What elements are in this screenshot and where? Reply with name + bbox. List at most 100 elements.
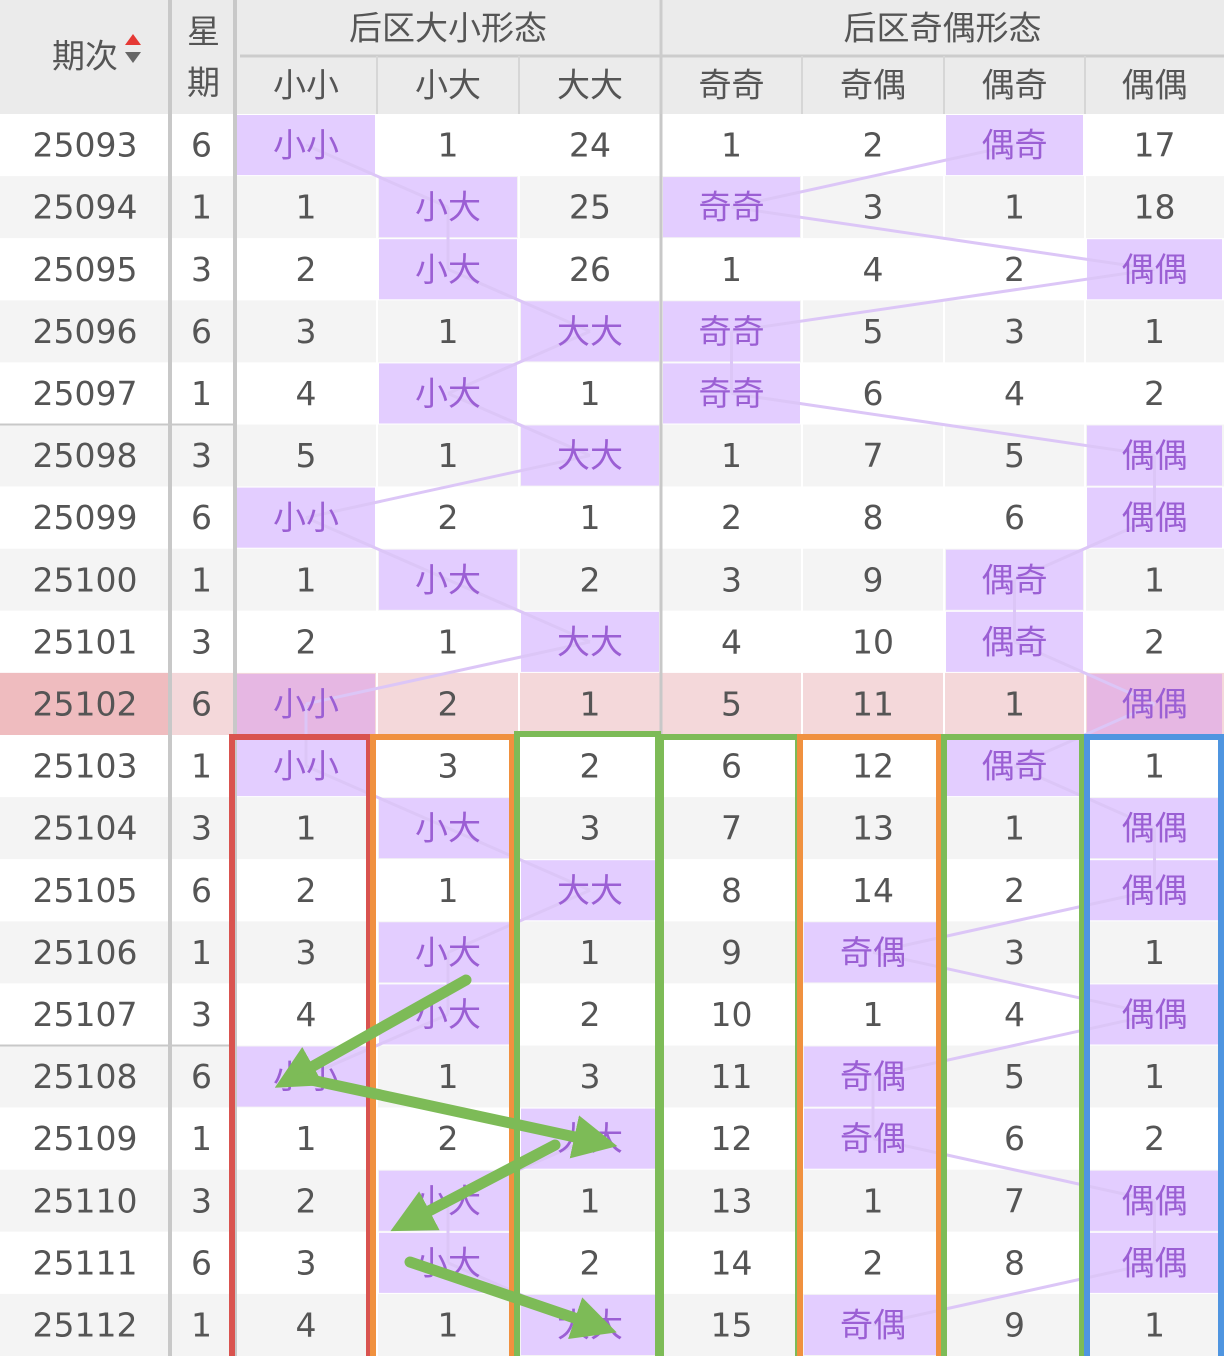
trend-link xyxy=(731,143,1015,209)
trend-link xyxy=(1013,640,1156,706)
cell-value: 奇偶 xyxy=(840,1057,906,1096)
period: 25103 xyxy=(33,747,138,786)
cell-value: 2 xyxy=(1144,622,1165,661)
cell-value: 8 xyxy=(863,498,884,537)
cell-value: 2 xyxy=(1004,250,1025,289)
cell-value: 1 xyxy=(580,684,601,723)
cell-value: 3 xyxy=(863,188,884,227)
cell-value: 2 xyxy=(580,560,601,599)
cell-value: 1 xyxy=(1144,312,1165,351)
row-bg xyxy=(0,1231,1224,1294)
weekday: 6 xyxy=(191,126,212,165)
cell-value: 17 xyxy=(1134,126,1176,165)
arrow xyxy=(390,1139,561,1232)
cell-value: 9 xyxy=(863,560,884,599)
cell-value: 6 xyxy=(1004,1119,1025,1158)
period: 25097 xyxy=(33,374,138,413)
cell-value: 偶奇 xyxy=(982,747,1048,786)
cell-value: 5 xyxy=(1004,436,1025,475)
weekday: 6 xyxy=(191,684,212,723)
period: 25105 xyxy=(33,871,138,910)
cell-value: 奇偶 xyxy=(840,933,906,972)
cell-value: 2 xyxy=(580,747,601,786)
weekday: 6 xyxy=(191,312,212,351)
trend-link xyxy=(447,329,591,395)
cell-value: 4 xyxy=(296,374,317,413)
row-bg xyxy=(0,1045,1224,1108)
weekday: 6 xyxy=(191,498,212,537)
cell-value: 2 xyxy=(580,1243,601,1282)
trend-link xyxy=(731,267,1155,333)
weekday: 1 xyxy=(191,1119,212,1158)
cell-value: 4 xyxy=(1004,374,1025,413)
subcolumn-header: 奇偶 xyxy=(840,66,906,105)
subcolumn-header: 偶偶 xyxy=(1122,66,1188,105)
cell-value: 3 xyxy=(1004,933,1025,972)
cell-value: 11 xyxy=(852,684,894,723)
cell-value: 小大 xyxy=(415,809,481,848)
row-bg xyxy=(0,672,1224,735)
cell-value: 6 xyxy=(863,374,884,413)
weekday: 3 xyxy=(191,1181,212,1220)
trend-link xyxy=(305,454,591,520)
weekday: 3 xyxy=(191,809,212,848)
cell-value: 偶奇 xyxy=(982,560,1048,599)
cell-value: 12 xyxy=(852,747,894,786)
trend-link xyxy=(305,764,449,830)
weekday: 1 xyxy=(191,374,212,413)
cell-value: 15 xyxy=(711,1305,753,1344)
subcolumn-header: 小小 xyxy=(273,66,339,105)
cell-value: 4 xyxy=(1004,995,1025,1034)
cell-value: 1 xyxy=(721,436,742,475)
period: 25094 xyxy=(33,188,138,227)
cell-value: 小大 xyxy=(415,560,481,599)
arrow xyxy=(296,1072,618,1159)
period: 25111 xyxy=(33,1243,138,1282)
cell-value: 14 xyxy=(711,1243,753,1282)
cell-value: 偶偶 xyxy=(1122,250,1188,289)
cell-value: 偶偶 xyxy=(1122,1243,1188,1282)
weekday: 3 xyxy=(191,250,212,289)
green-box xyxy=(941,734,1085,1356)
cell-value: 小小 xyxy=(273,126,339,165)
cell-value: 9 xyxy=(1004,1305,1025,1344)
cell-value: 10 xyxy=(711,995,753,1034)
period: 25093 xyxy=(33,126,138,165)
trend-link xyxy=(305,143,449,209)
cell-value: 5 xyxy=(1004,1057,1025,1096)
cell-value: 1 xyxy=(1144,747,1165,786)
cell-value: 7 xyxy=(721,809,742,848)
cell-value: 11 xyxy=(711,1057,753,1096)
cell-value: 1 xyxy=(580,1181,601,1220)
cell-value: 24 xyxy=(569,126,611,165)
cell-value: 3 xyxy=(580,809,601,848)
period: 25106 xyxy=(33,933,138,972)
cell-value: 4 xyxy=(721,622,742,661)
cell-value: 偶偶 xyxy=(1122,498,1188,537)
cell-value: 4 xyxy=(863,250,884,289)
cell-value: 13 xyxy=(711,1181,753,1220)
cell-value: 7 xyxy=(1004,1181,1025,1220)
subcolumn-header: 奇奇 xyxy=(699,66,765,105)
row-bg xyxy=(0,921,1224,984)
cell-value: 小大 xyxy=(415,188,481,227)
sort-up xyxy=(125,34,141,45)
cell-value: 6 xyxy=(721,747,742,786)
cell-value: 1 xyxy=(580,933,601,972)
period: 25104 xyxy=(33,809,138,848)
cell-value: 2 xyxy=(438,1119,459,1158)
cell-value: 3 xyxy=(1004,312,1025,351)
cell-value: 3 xyxy=(296,312,317,351)
cell-value: 大大 xyxy=(557,622,623,661)
cell-value: 大大 xyxy=(557,312,623,351)
trend-link xyxy=(305,1013,449,1078)
cell-value: 26 xyxy=(569,250,611,289)
cell-value: 偶奇 xyxy=(982,126,1048,165)
cell-value: 25 xyxy=(569,188,611,227)
cell-value: 2 xyxy=(863,126,884,165)
cell-value: 偶奇 xyxy=(982,622,1048,661)
cell-value: 1 xyxy=(438,1057,459,1096)
row-bg xyxy=(0,1169,1224,1232)
arrows xyxy=(274,974,618,1340)
